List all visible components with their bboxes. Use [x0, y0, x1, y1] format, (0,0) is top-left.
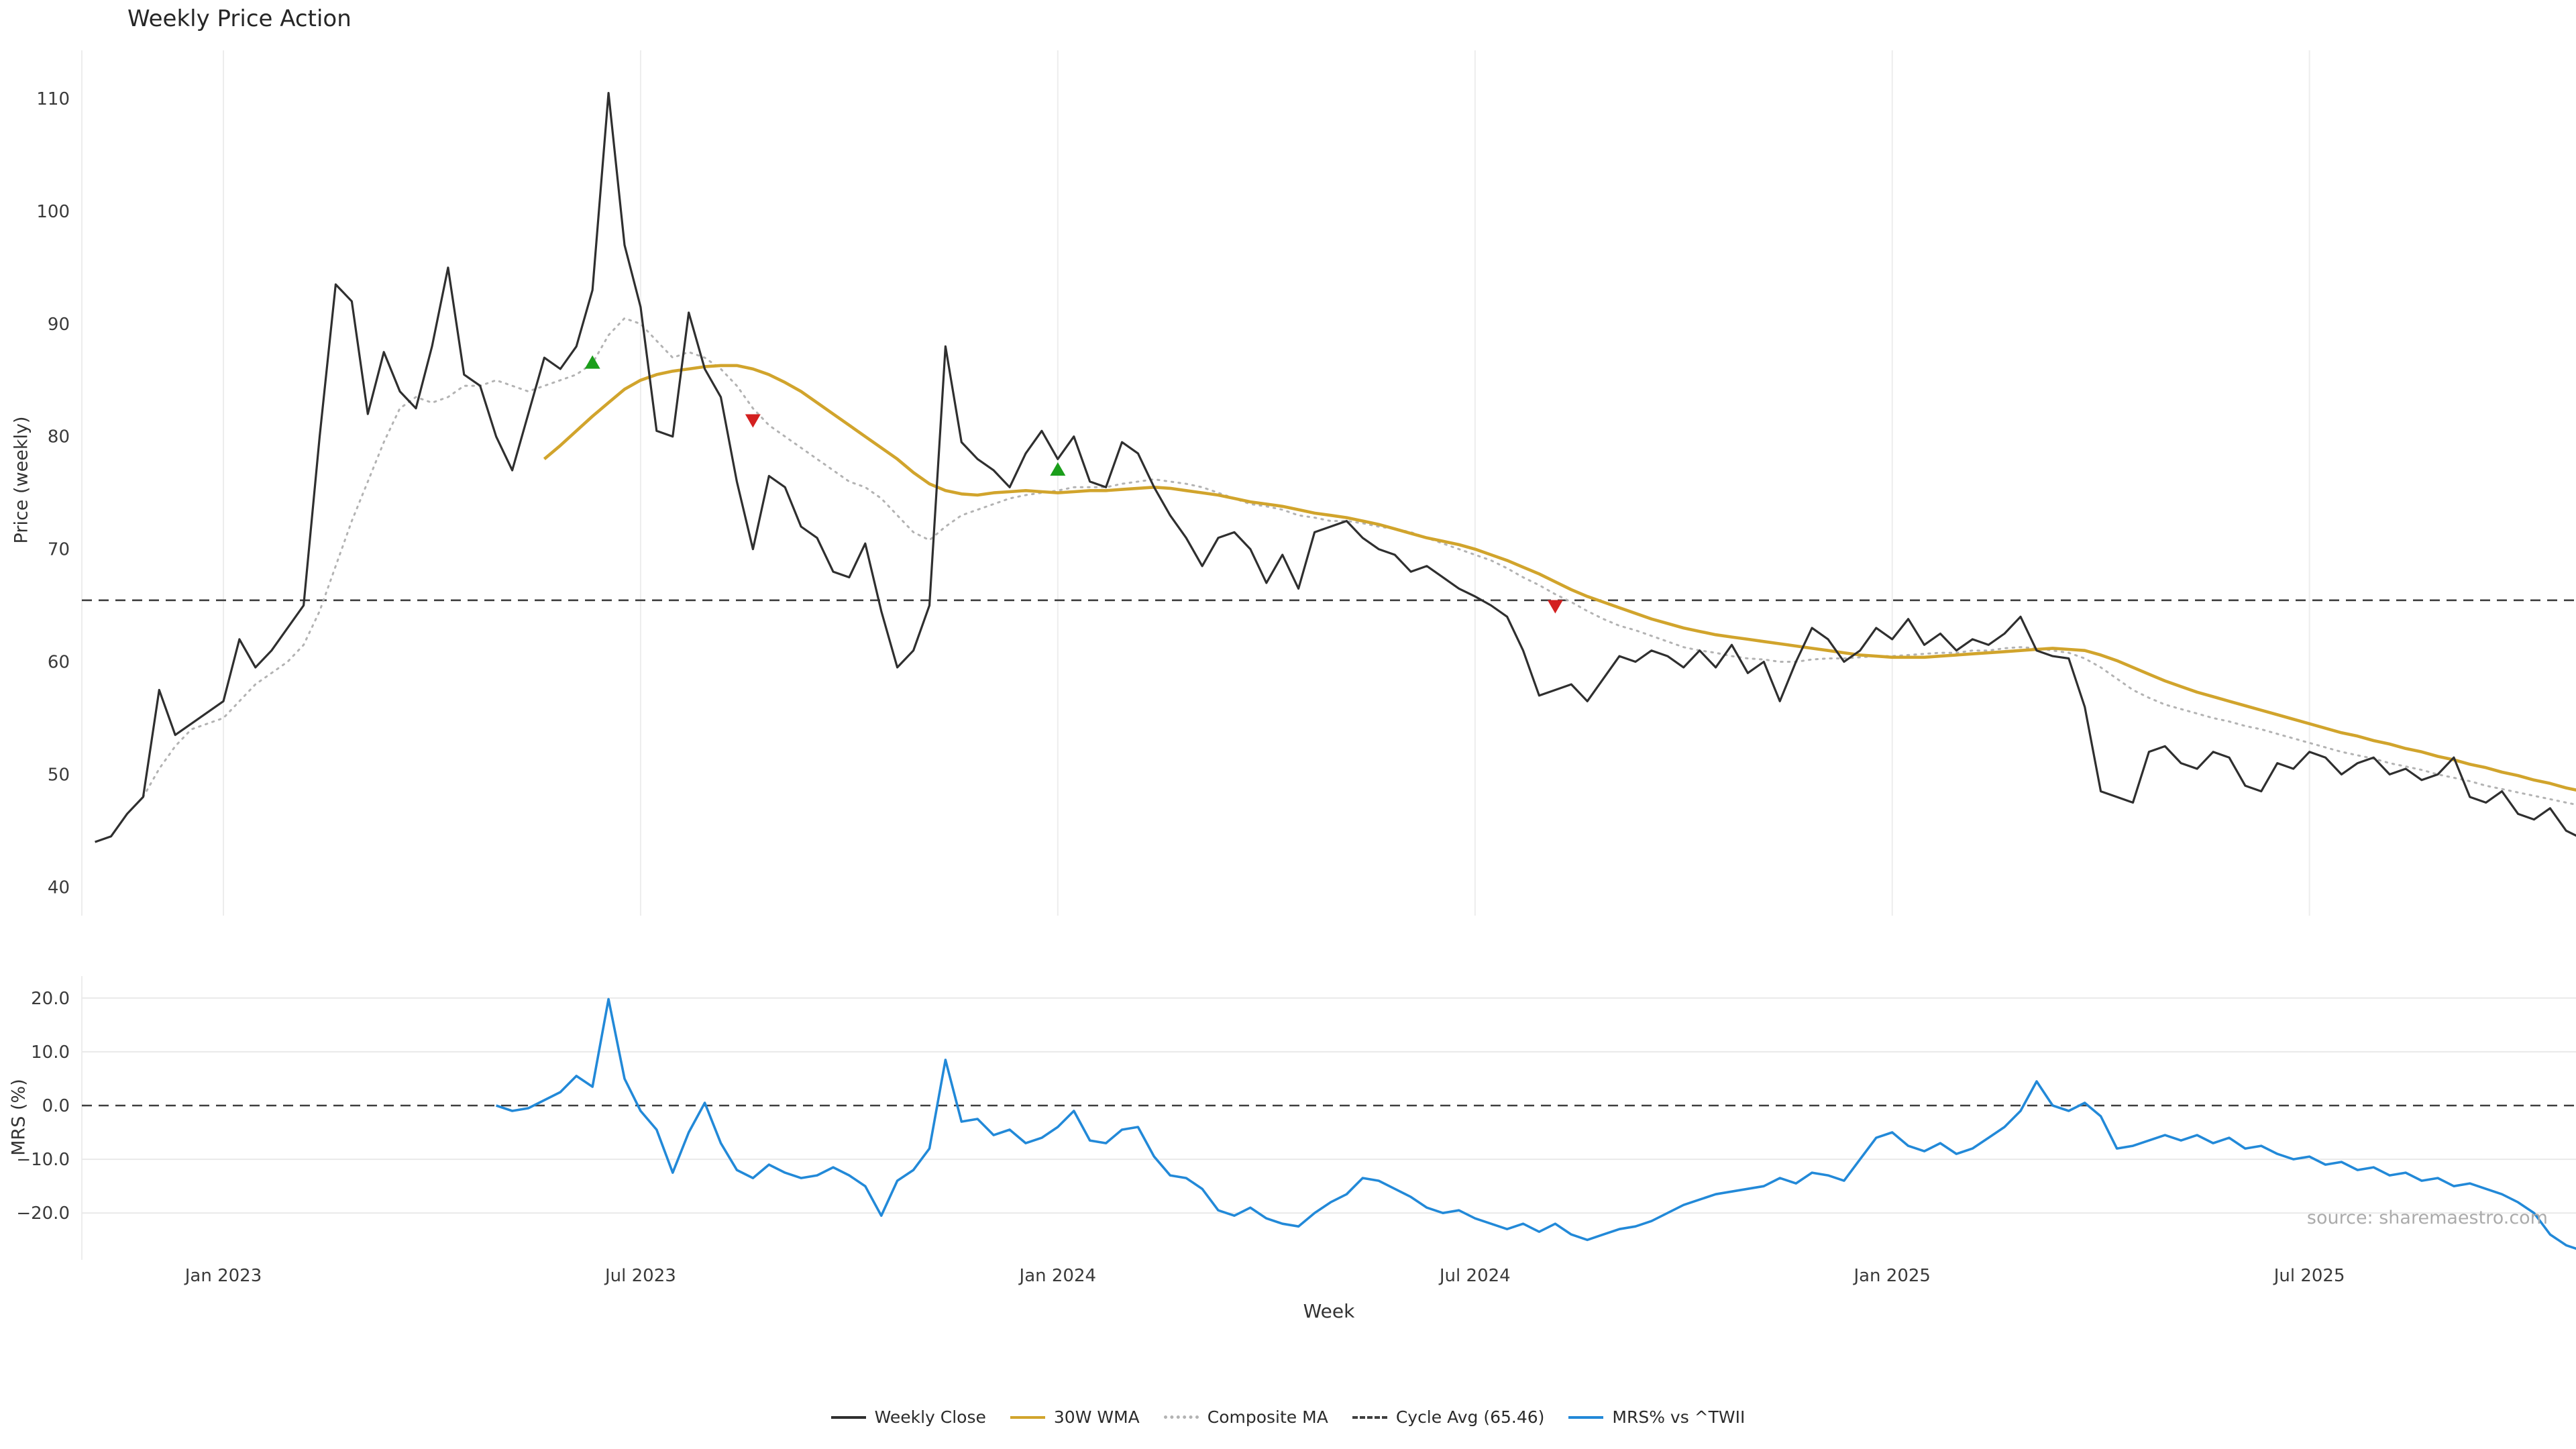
- legend-item: Composite MA: [1163, 1407, 1328, 1427]
- price-panel: 40 50 60 70 80 90 100 110: [36, 50, 2576, 916]
- mrs-ytick-label: −10.0: [16, 1150, 70, 1170]
- legend-swatch-dotted: [1163, 1415, 1199, 1419]
- legend-item: Weekly Close: [830, 1407, 986, 1427]
- mrs-line: [496, 998, 2576, 1250]
- price-ytick-label: 70: [48, 540, 70, 560]
- legend-swatch-solid: [1010, 1415, 1045, 1419]
- legend-swatch-solid: [830, 1415, 866, 1419]
- price-ytick-label: 60: [48, 653, 70, 673]
- mrs-ytick-label: 10.0: [31, 1042, 70, 1063]
- mrs-ytick-label: 20.0: [31, 989, 70, 1009]
- sell-signal-marker: [1547, 600, 1563, 614]
- price-ytick-label: 100: [36, 202, 70, 222]
- x-tick-label: Jul 2024: [1438, 1266, 1511, 1286]
- legend-label: Weekly Close: [874, 1407, 986, 1427]
- mrs-ytick-label: −20.0: [16, 1203, 70, 1224]
- legend-item: 30W WMA: [1010, 1407, 1140, 1427]
- price-ytick-label: 110: [36, 89, 70, 109]
- price-ytick-label: 90: [48, 315, 70, 335]
- sell-signal-marker: [745, 414, 761, 428]
- buy-signal-marker: [584, 355, 600, 369]
- legend-swatch-dashed: [1352, 1415, 1387, 1419]
- price-ytick-label: 50: [48, 765, 70, 785]
- legend-item: MRS% vs ^TWII: [1568, 1407, 1745, 1427]
- legend-label: 30W WMA: [1053, 1407, 1140, 1427]
- legend-label: Composite MA: [1207, 1407, 1328, 1427]
- legend-label: Cycle Avg (65.46): [1395, 1407, 1545, 1427]
- x-tick-label: Jan 2023: [184, 1266, 262, 1286]
- mrs-panel: 20.0 10.0 0.0 −10.0 −20.0: [16, 976, 2576, 1260]
- x-axis-label: Week: [1303, 1300, 1355, 1322]
- mrs-ytick-label: 0.0: [42, 1096, 70, 1116]
- legend: Weekly Close 30W WMA Composite MA Cycle Avg…: [0, 1407, 2576, 1427]
- x-tick-label: Jul 2023: [604, 1266, 676, 1286]
- buy-signal-marker: [1050, 462, 1066, 476]
- x-tick-label: Jan 2024: [1018, 1266, 1097, 1286]
- price-ytick-label: 80: [48, 427, 70, 447]
- price-ytick-label: 40: [48, 877, 70, 898]
- legend-label: MRS% vs ^TWII: [1612, 1407, 1746, 1427]
- weekly-close-line: [95, 92, 2576, 843]
- legend-item: Cycle Avg (65.46): [1352, 1407, 1545, 1427]
- chart-title: Weekly Price Action: [127, 5, 352, 32]
- legend-swatch-solid: [1568, 1415, 1604, 1419]
- wma-30w-line: [543, 364, 2576, 792]
- x-tick-label: Jul 2025: [2273, 1266, 2345, 1286]
- composite-ma-line: [142, 317, 2576, 806]
- x-tick-label: Jan 2025: [1852, 1266, 1931, 1286]
- source-watermark: source: sharemaestro.com: [2306, 1208, 2548, 1228]
